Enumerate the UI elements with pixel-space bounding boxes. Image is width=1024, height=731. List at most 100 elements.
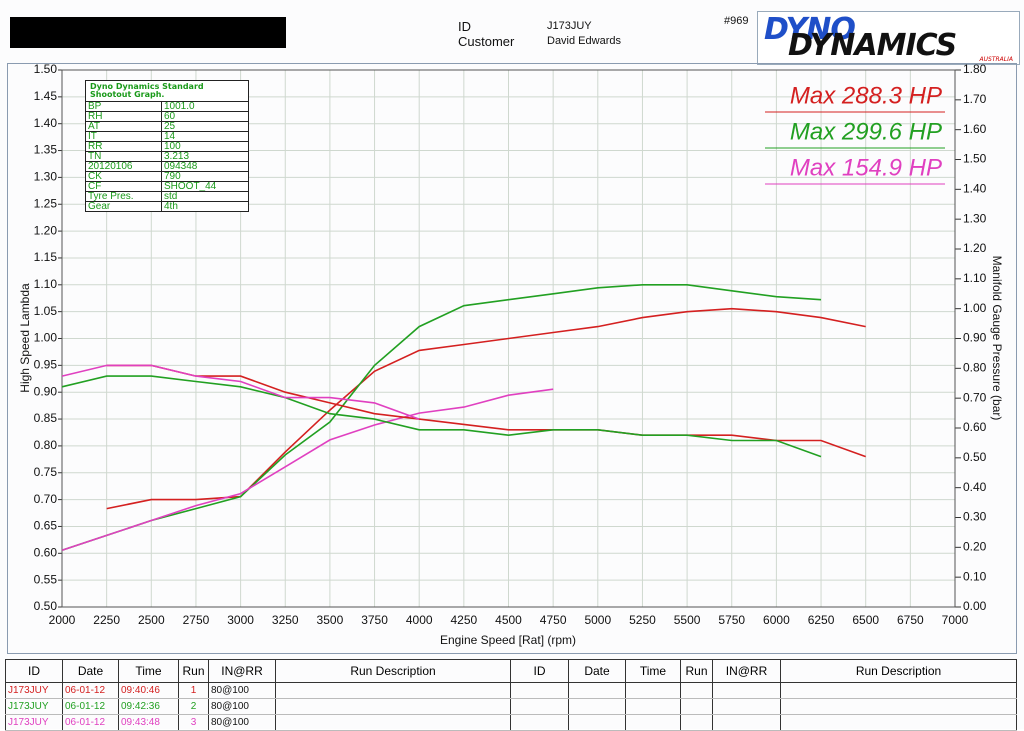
run-cell: J173JUY (5, 714, 63, 731)
run-cell: 06-01-12 (62, 698, 119, 715)
x-tick-label: 3000 (227, 613, 254, 627)
empty-cell (780, 714, 1017, 731)
column-header: Run (680, 659, 713, 683)
info-cell: AT (85, 121, 162, 132)
column-header: IN@RR (208, 659, 276, 683)
y-tick-label: 0.80 (34, 438, 58, 452)
info-title: Dyno Dynamics Standard Shootout Graph. (85, 80, 249, 101)
info-cell: BP (85, 101, 162, 112)
column-header: Run Description (275, 659, 511, 683)
empty-cell (625, 714, 681, 731)
data-line (61, 364, 420, 420)
info-cell: 3.213 (161, 151, 249, 162)
id-label: ID (458, 19, 471, 34)
info-row: CF SHOOT_44 (85, 181, 249, 192)
info-row: RH 60 (85, 111, 249, 122)
empty-cell (780, 698, 1017, 715)
y2-tick-label: 0.70 (963, 390, 987, 404)
chart-frame (7, 63, 1017, 654)
y-axis-label: High Speed Lambda (18, 283, 32, 393)
info-row: 20120106 094348 (85, 161, 249, 172)
y2-tick-label: 0.90 (963, 331, 987, 345)
empty-cell (568, 714, 626, 731)
y-tick-label: 0.60 (34, 545, 58, 559)
logo-sub: AUSTRALIA (979, 56, 1013, 63)
y-tick-label: 1.35 (34, 143, 58, 157)
empty-cell (625, 698, 681, 715)
info-cell: 4th (161, 201, 249, 212)
info-cell: 20120106 (85, 161, 162, 172)
y-tick-label: 1.05 (34, 304, 58, 318)
x-tick-label: 5000 (584, 613, 611, 627)
info-cell: 790 (161, 171, 249, 182)
y-tick-label: 1.45 (34, 89, 58, 103)
column-header: Run Description (780, 659, 1017, 683)
x-tick-label: 2750 (183, 613, 210, 627)
info-table: Dyno Dynamics Standard Shootout Graph. B… (85, 80, 249, 212)
y2-tick-label: 0.30 (963, 510, 987, 524)
redacted-block (10, 17, 286, 48)
empty-cell (275, 698, 511, 715)
x-tick-label: 4000 (406, 613, 433, 627)
run-row: J173JUY 06-01-12 09:43:48 3 80@100 (5, 714, 1017, 731)
column-header: IN@RR (712, 659, 781, 683)
y-tick-label: 1.15 (34, 250, 58, 264)
info-cell: 60 (161, 111, 249, 122)
runs-table: ID Date Time Run IN@RR Run Description ID Date T… (5, 659, 1017, 731)
empty-cell (712, 682, 781, 699)
x-tick-label: 4250 (450, 613, 477, 627)
x-tick-label: 5250 (629, 613, 656, 627)
info-cell: RH (85, 111, 162, 122)
x-tick-label: 2000 (49, 613, 76, 627)
info-cell: 1001.0 (161, 101, 249, 112)
y-tick-label: 0.85 (34, 411, 58, 425)
data-line (61, 375, 822, 458)
info-row: IT 14 (85, 131, 249, 142)
column-header: Run (178, 659, 209, 683)
info-cell: CK (85, 171, 162, 182)
column-header: ID (510, 659, 569, 683)
y2-tick-label: 1.60 (963, 122, 987, 136)
x-tick-label: 6000 (763, 613, 790, 627)
info-row: RR 100 (85, 141, 249, 152)
x-tick-label: 4500 (495, 613, 522, 627)
y2-axis-label: Manifold Gauge Pressure (bar) (990, 256, 1004, 421)
y2-tick-label: 0.80 (963, 361, 987, 375)
empty-cell (780, 682, 1017, 699)
info-cell: 094348 (161, 161, 249, 172)
column-header: Date (62, 659, 119, 683)
empty-cell (510, 682, 569, 699)
y-tick-label: 1.25 (34, 196, 58, 210)
info-cell: Gear (85, 201, 162, 212)
empty-cell (680, 682, 713, 699)
run-cell: 80@100 (208, 698, 276, 715)
y-tick-label: 1.40 (34, 116, 58, 130)
y-tick-label: 0.50 (34, 599, 58, 613)
info-cell: TN (85, 151, 162, 162)
info-cell: 100 (161, 141, 249, 152)
y-tick-label: 1.30 (34, 170, 58, 184)
run-cell: 80@100 (208, 714, 276, 731)
customer-value: David Edwards (547, 35, 621, 47)
y2-tick-label: 1.20 (963, 241, 987, 255)
customer-label: Customer (458, 34, 515, 49)
y2-tick-label: 1.80 (963, 62, 987, 76)
run-cell: 09:42:36 (118, 698, 179, 715)
run-row: J173JUY 06-01-12 09:40:46 1 80@100 (5, 682, 1017, 699)
data-line (106, 307, 866, 510)
run-cell: 1 (178, 682, 209, 699)
empty-cell (568, 698, 626, 715)
y2-tick-label: 0.00 (963, 599, 987, 613)
data-line (106, 364, 866, 458)
x-tick-label: 3250 (272, 613, 299, 627)
column-header: Time (625, 659, 681, 683)
x-axis-label: Engine Speed [Rat] (rpm) (440, 633, 576, 647)
info-row: BP 1001.0 (85, 101, 249, 112)
x-tick-label: 6750 (897, 613, 924, 627)
y2-tick-label: 1.70 (963, 92, 987, 106)
y2-tick-label: 1.40 (963, 182, 987, 196)
logo: DYNO DYNAMICS AUSTRALIA (757, 11, 1020, 65)
x-tick-label: 2500 (138, 613, 165, 627)
info-cell: SHOOT_44 (161, 181, 249, 192)
